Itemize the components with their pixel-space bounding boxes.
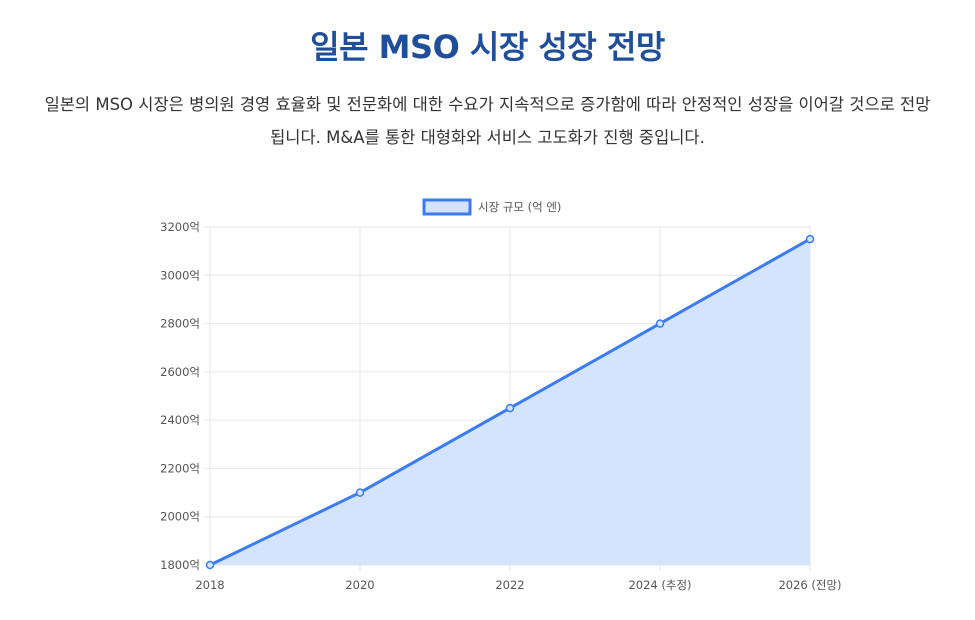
y-tick-label-2800: 2800억 — [160, 317, 200, 331]
x-tick-label-4: 2026 (전망) — [778, 578, 841, 592]
x-tick-label-0: 2018 — [195, 578, 224, 592]
legend-swatch — [422, 198, 472, 216]
page-title: 일본 MSO 시장 성장 전망 — [310, 28, 665, 66]
data-point-1[interactable] — [355, 488, 365, 497]
data-point-3[interactable] — [655, 319, 665, 328]
y-tick-label-1800: 1800억 — [160, 558, 200, 572]
legend-label: 시장 규모 (억 엔) — [478, 200, 561, 214]
y-tick-label-2000: 2000억 — [160, 510, 200, 524]
data-point-4[interactable] — [805, 234, 815, 244]
x-tick-label-1: 2020 — [345, 578, 374, 592]
series-area-0 — [210, 239, 810, 566]
x-tick-label-2: 2022 — [495, 578, 524, 592]
y-tick-label-2400: 2400억 — [160, 413, 200, 427]
y-tick-label-3000: 3000억 — [160, 268, 200, 282]
y-tick-label-3200: 3200억 — [160, 220, 200, 234]
y-tick-label-2600: 2600억 — [160, 365, 200, 379]
y-tick-label-2200: 2200억 — [160, 461, 200, 475]
data-point-2[interactable] — [505, 403, 515, 413]
data-point-0[interactable] — [205, 560, 215, 570]
intro-paragraph: 일본의 MSO 시장은 병의원 경영 효율화 및 전문화에 대한 수요가 지속적… — [44, 95, 931, 147]
x-tick-label-3: 2024 (추정) — [628, 578, 691, 592]
